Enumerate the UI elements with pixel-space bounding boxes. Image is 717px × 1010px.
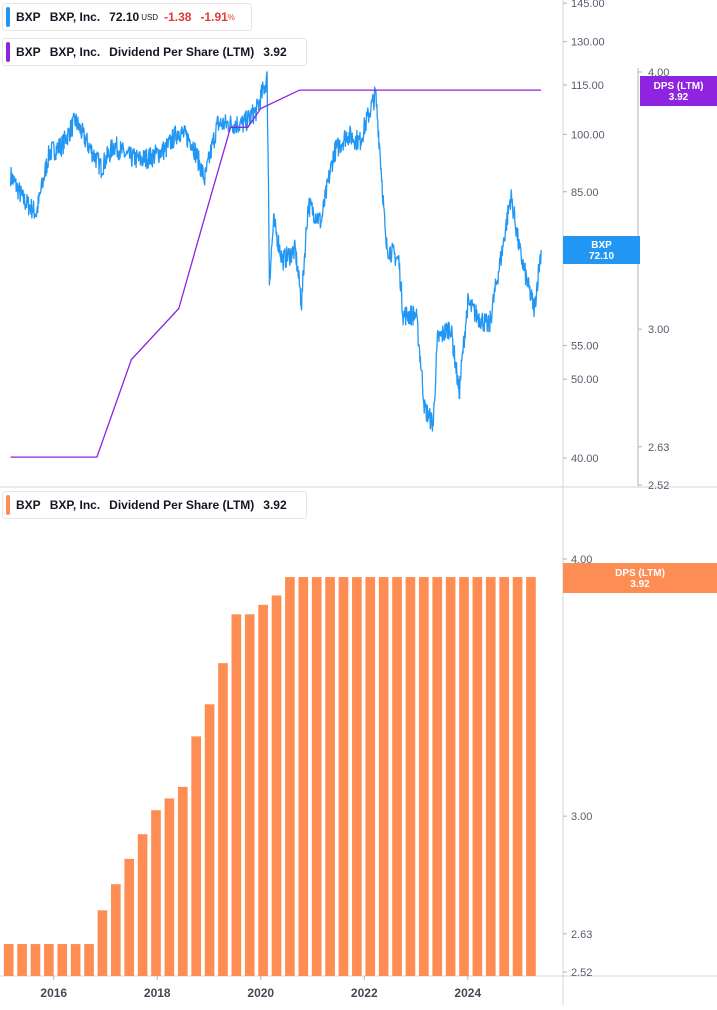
dps-bar <box>57 944 68 976</box>
bar-axis-label: 2.52 <box>571 967 592 979</box>
legend-dps-top-name: BXP, Inc. <box>49 45 101 59</box>
dps-bar <box>258 604 268 976</box>
dps-bar <box>151 810 161 976</box>
dps-bar <box>419 577 429 976</box>
legend-dps-bottom-swatch <box>6 495 10 515</box>
dps-bar <box>445 577 456 976</box>
dps-bar <box>298 577 309 976</box>
dps-bar <box>285 577 295 976</box>
dps-bar <box>97 910 108 976</box>
time-axis-label: 2018 <box>144 986 171 1000</box>
dps-bar <box>485 577 496 976</box>
dps-label-top-value: 3.92 <box>669 92 689 103</box>
dps-axis-label: 2.63 <box>648 442 669 454</box>
dps-bar <box>244 614 255 976</box>
legend-dps-bottom-name: BXP, Inc. <box>49 498 101 512</box>
legend-dps-bottom-ticker: BXP <box>16 498 41 512</box>
dps-axis-label: 2.52 <box>648 480 669 492</box>
dps-bar <box>3 944 14 976</box>
legend-price-swatch <box>6 7 10 27</box>
price-axis-label: 40.00 <box>571 453 599 465</box>
dps-bar <box>17 944 27 976</box>
dps-bar <box>378 577 389 976</box>
dps-bar <box>70 944 81 976</box>
legend-dps-bottom-metric: Dividend Per Share (LTM) <box>109 498 255 512</box>
dps-bar <box>405 577 416 976</box>
dps-bar <box>392 577 402 976</box>
dps-label-bottom-title: DPS (LTM) <box>615 568 665 579</box>
legend-price-pct-sign: % <box>227 12 235 22</box>
price-axis-label: 115.00 <box>571 80 604 92</box>
dps-line <box>10 89 542 458</box>
dps-bar <box>311 577 322 976</box>
price-label-value: 72.10 <box>589 251 614 262</box>
dps-bar <box>164 798 175 976</box>
dps-bar <box>137 834 148 976</box>
dps-bar <box>325 577 335 976</box>
legend-price-ticker: BXP <box>16 10 41 24</box>
legend-dps-top-ticker: BXP <box>16 45 41 59</box>
dps-bar <box>526 577 536 976</box>
time-axis-label: 2022 <box>351 986 378 1000</box>
dps-label-top-bg <box>640 76 717 106</box>
price-axis-label: 145.00 <box>571 0 605 10</box>
time-axis-label: 2016 <box>40 986 67 1000</box>
dps-bar <box>191 736 201 976</box>
legend-price-change-pct: -1.91 <box>200 10 228 24</box>
dps-bar <box>512 577 523 976</box>
legend-dps-bottom-value: 3.92 <box>263 498 287 512</box>
legend-dps-bottom[interactable]: BXP BXP, Inc. Dividend Per Share (LTM) 3… <box>2 491 307 519</box>
dps-bar <box>432 577 443 976</box>
dps-label-top: DPS (LTM)3.92 <box>640 76 717 106</box>
dps-bar <box>204 704 215 976</box>
dps-bar <box>231 614 242 976</box>
legend-dps-top-value: 3.92 <box>263 45 287 59</box>
dps-bar <box>124 858 135 976</box>
dps-label-top-title: DPS (LTM) <box>654 81 704 92</box>
price-label-bg <box>563 236 640 264</box>
legend-price-change: -1.38 <box>164 10 192 24</box>
bar-axis-label: 2.63 <box>571 929 592 941</box>
price-line <box>9 71 542 432</box>
bar-series <box>3 577 536 976</box>
price-axis-label: 55.00 <box>571 341 599 353</box>
dps-label-bottom: DPS (LTM)3.92 <box>563 563 717 593</box>
dps-bar <box>352 577 362 976</box>
dps-bar <box>30 944 41 976</box>
legend-dps-top-swatch <box>6 42 10 62</box>
bar-axis-label: 3.00 <box>571 811 592 823</box>
time-axis-label: 2020 <box>247 986 274 1000</box>
dps-bar <box>472 577 483 976</box>
legend-price-value: 72.10 <box>109 10 140 24</box>
dps-bar <box>111 884 121 976</box>
dps-bar <box>218 663 228 976</box>
legend-price[interactable]: BXP BXP, Inc. 72.10 USD -1.38 -1.91% <box>2 3 252 31</box>
dps-bar <box>365 577 376 976</box>
price-axis-label: 130.00 <box>571 37 605 49</box>
dps-bar <box>271 595 282 976</box>
dps-bar <box>44 944 54 976</box>
price-label-title: BXP <box>591 240 612 251</box>
dps-label-bottom-bg <box>563 563 717 593</box>
dps-bar <box>177 786 188 976</box>
price-axis-label: 50.00 <box>571 374 599 386</box>
legend-dps-top-metric: Dividend Per Share (LTM) <box>109 45 255 59</box>
dps-bar <box>499 577 509 976</box>
legend-price-name: BXP, Inc. <box>49 10 101 24</box>
legend-price-currency: USD <box>141 12 159 22</box>
dps-axis-label: 3.00 <box>648 324 669 336</box>
time-axis-label: 2024 <box>454 986 481 1000</box>
price-axis-label: 100.00 <box>571 129 605 141</box>
legend-dps-top[interactable]: BXP BXP, Inc. Dividend Per Share (LTM) 3… <box>2 38 307 66</box>
dps-label-bottom-value: 3.92 <box>630 579 650 590</box>
dps-bar <box>338 577 349 976</box>
dps-bar <box>84 944 94 976</box>
dps-bar <box>459 577 469 976</box>
price-axis-label: 85.00 <box>571 187 599 199</box>
